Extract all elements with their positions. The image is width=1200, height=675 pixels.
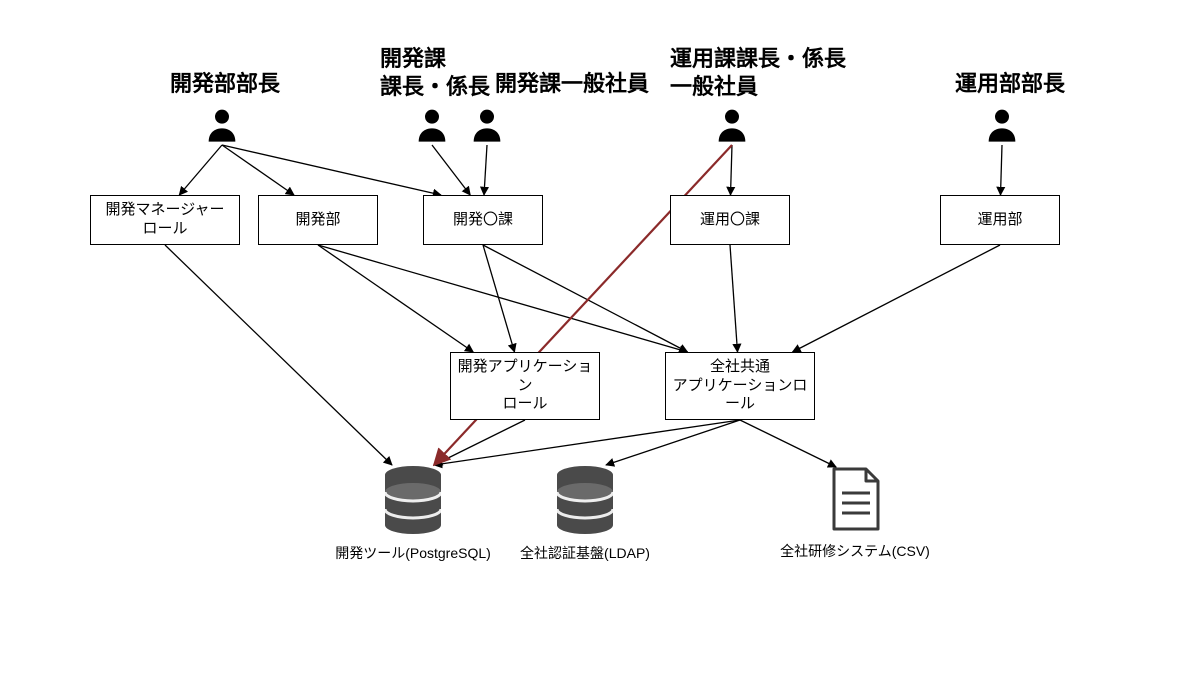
hdr-dev-dept-mgr: 開発部部長 <box>170 70 280 98</box>
p-dev-dept-mgr-person-icon <box>202 105 242 150</box>
sys-pg-database-icon <box>383 465 443 540</box>
edges-layer <box>0 0 1200 675</box>
hdr-dev-staff: 開発課一般社員 <box>495 70 649 98</box>
hdr-dev-sec-mgr: 開発課 課長・係長 <box>380 45 490 100</box>
sys-ldap-caption: 全社認証基盤(LDAP) <box>465 543 705 563</box>
p-dev-staff-person-icon <box>467 105 507 150</box>
box-ops-sect: 運用〇課 <box>670 195 790 245</box>
box-dev-app-role: 開発アプリケーショ ン ロール <box>450 352 600 420</box>
hdr-ops-sec: 運用課課長・係長 一般社員 <box>670 45 846 100</box>
diagram-stage: 開発部部長開発課 課長・係長開発課一般社員運用課課長・係長 一般社員運用部部長 … <box>0 0 1200 675</box>
sys-ldap-database-icon <box>555 465 615 540</box>
sys-csv-document-icon <box>828 467 882 538</box>
box-common-app-role: 全社共通 アプリケーションロ ール <box>665 352 815 420</box>
sys-csv-caption: 全社研修システム(CSV) <box>735 541 975 561</box>
box-dev-dept: 開発部 <box>258 195 378 245</box>
hdr-ops-dept-mgr: 運用部部長 <box>955 70 1065 98</box>
box-dev-sect: 開発〇課 <box>423 195 543 245</box>
p-ops-sec-person-icon <box>712 105 752 150</box>
box-ops-dept: 運用部 <box>940 195 1060 245</box>
p-dev-sec-mgr-person-icon <box>412 105 452 150</box>
box-dev-mgr-role: 開発マネージャー ロール <box>90 195 240 245</box>
p-ops-dept-mgr-person-icon <box>982 105 1022 150</box>
